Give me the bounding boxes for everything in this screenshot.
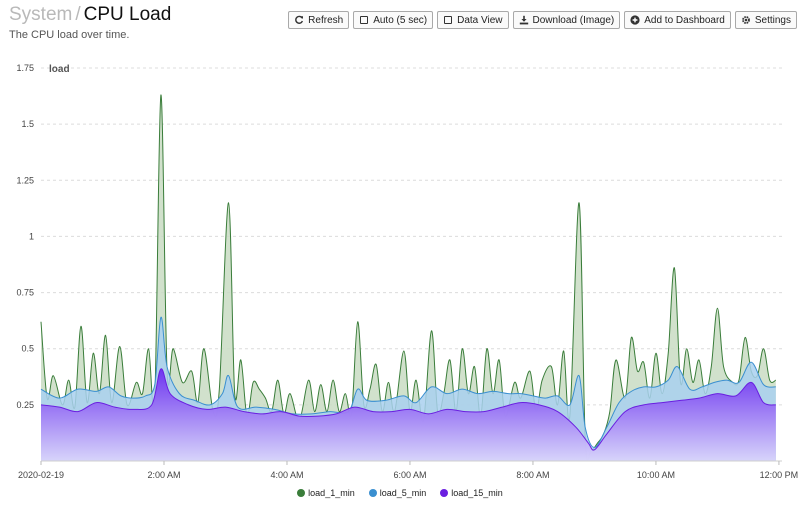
- plus-circle-icon: [630, 15, 640, 25]
- x-tick-label: 6:00 AM: [393, 470, 426, 480]
- y-tick-label: 0.75: [16, 288, 34, 298]
- data-view-label: Data View: [457, 14, 503, 26]
- toolbar: Refresh Auto (5 sec) Data View Download …: [288, 11, 797, 29]
- y-tick-label: 1.25: [16, 175, 34, 185]
- chart-canvas: 1.75 1.5 1.25 1 0.75 0.5 0.25 load 2020-02-19 2:0…: [16, 63, 799, 480]
- y-tick-label: 1.75: [16, 63, 34, 73]
- legend-marker: [368, 489, 377, 497]
- x-tick-label: 4:00 AM: [270, 470, 303, 480]
- legend-label: load_5_min: [379, 488, 427, 498]
- refresh-button[interactable]: Refresh: [288, 11, 350, 29]
- series-line-load_1_min: [40, 94, 777, 461]
- legend-marker: [440, 489, 449, 497]
- page-name: CPU Load: [83, 4, 172, 25]
- refresh-label: Refresh: [308, 14, 344, 26]
- legend-item-load_15_min[interactable]: load_15_min: [440, 488, 503, 498]
- chart-legend: load_1_min load_5_min load_15_min: [0, 488, 800, 498]
- y-tick-label: 0.5: [21, 344, 34, 354]
- series-area-load_15_min: [41, 368, 776, 461]
- legend-label: load_1_min: [308, 488, 355, 498]
- gear-icon: [741, 15, 751, 25]
- auto-refresh-label: Auto (5 sec): [373, 14, 428, 26]
- series-line-load_5_min: [40, 316, 776, 449]
- x-tick-label: 12:00 PM: [760, 470, 799, 480]
- y-tick-label: 1: [29, 231, 34, 241]
- settings-button[interactable]: Settings: [734, 11, 797, 29]
- cpu-load-chart: 1.75 1.5 1.25 1 0.75 0.5 0.25 load 2020-02-19 2:0…: [0, 55, 800, 507]
- series-line-load_15_min: [40, 368, 776, 451]
- legend-item-load_5_min[interactable]: load_5_min: [368, 488, 427, 498]
- refresh-icon: [294, 15, 304, 25]
- x-tick-label: 2020-02-19: [18, 470, 64, 480]
- y-tick-label: 0.25: [16, 400, 34, 410]
- download-label: Download (Image): [532, 14, 615, 26]
- breadcrumb-separator: /: [75, 4, 81, 25]
- breadcrumb[interactable]: System: [9, 4, 73, 25]
- checkbox-icon: [443, 15, 453, 25]
- data-view-toggle[interactable]: Data View: [437, 11, 509, 29]
- auto-refresh-toggle[interactable]: Auto (5 sec): [353, 11, 434, 29]
- legend-label: load_15_min: [451, 488, 503, 498]
- download-image-button[interactable]: Download (Image): [512, 11, 621, 29]
- settings-label: Settings: [754, 14, 791, 26]
- add-to-dashboard-label: Add to Dashboard: [644, 14, 725, 26]
- checkbox-icon: [359, 15, 369, 25]
- y-tick-label: 1.5: [21, 119, 34, 129]
- page-header: System / CPU Load The CPU load over time.: [9, 4, 171, 41]
- legend-marker: [297, 489, 306, 497]
- y-axis-label: load: [49, 64, 70, 75]
- x-tick-label: 8:00 AM: [516, 470, 549, 480]
- legend-item-load_1_min[interactable]: load_1_min: [297, 488, 355, 498]
- x-tick-label: 2:00 AM: [147, 470, 180, 480]
- add-to-dashboard-button[interactable]: Add to Dashboard: [624, 11, 731, 29]
- download-icon: [519, 15, 529, 25]
- series-area-load_1_min: [41, 94, 776, 462]
- page-title: System / CPU Load: [9, 4, 171, 26]
- page-subtitle: The CPU load over time.: [9, 29, 130, 41]
- x-tick-label: 10:00 AM: [637, 470, 675, 480]
